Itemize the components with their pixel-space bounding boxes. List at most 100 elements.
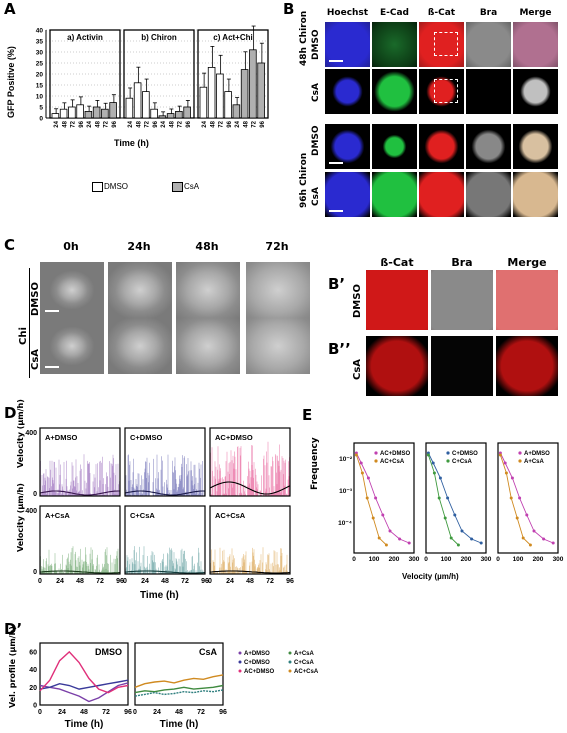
micrograph-b: [513, 124, 558, 169]
x-tick-label: 0: [424, 556, 428, 563]
legend-marker: [288, 669, 292, 673]
y-tick-label: 0: [33, 491, 37, 498]
micrograph-b: [419, 69, 464, 114]
x-tick-label: 72: [266, 578, 274, 585]
b-col-bcat: ß-Cat: [427, 8, 456, 18]
panel-label-b: B: [283, 0, 295, 18]
y-tick-label: 20: [29, 685, 37, 692]
phase-contrast-image: [108, 318, 172, 374]
x-tick-label: 96: [186, 120, 192, 127]
plot-frame: [39, 505, 121, 575]
x-tick-label: 72: [145, 120, 151, 127]
b1-col-bcat: ß-Cat: [380, 256, 414, 269]
scale-bar: [45, 366, 59, 368]
scale-bar: [45, 310, 59, 312]
legend-label: C+CsA: [294, 660, 315, 666]
profile-line: [39, 679, 129, 690]
legend-marker: [518, 459, 522, 463]
bar-csa: [158, 115, 167, 119]
legend-label: A+CsA: [294, 651, 315, 657]
plot-frame: [39, 642, 129, 706]
c-col-24h: 24h: [127, 240, 151, 253]
y-tick-label: 400: [25, 430, 37, 437]
x-tick-label: 0: [38, 709, 42, 716]
scale-bar: [329, 162, 343, 164]
micrograph-b: [372, 69, 417, 114]
x-tick-label: 200: [461, 556, 472, 563]
scale-bar: [329, 60, 343, 62]
x-tick-label: 72: [96, 578, 104, 585]
c-side-chi: Chi: [18, 327, 29, 345]
x-tick-label: 72: [178, 120, 184, 127]
panel-a-ylabel: GFP Positive (%): [6, 46, 16, 118]
phase-contrast-image: [40, 262, 104, 318]
bar-dmso: [125, 97, 134, 119]
b-col-hoechst: Hoechst: [326, 8, 369, 18]
x-tick-label: 48: [95, 120, 101, 127]
phase-contrast-image: [108, 262, 172, 318]
scale-bar: [329, 210, 343, 212]
phase-contrast-image: [176, 262, 240, 318]
legend-label: A+DMSO: [524, 451, 550, 457]
plot-title: A+DMSO: [45, 433, 77, 442]
micrograph-b: [513, 69, 558, 114]
b-row-csa-96: CsA: [311, 187, 321, 206]
b1-row-dmso: DMSO: [352, 284, 363, 318]
plot-frame: [124, 427, 206, 497]
micrograph-b: [513, 22, 558, 67]
y-tick-label: 10⁻⁴: [338, 520, 352, 527]
velocity-trace: [40, 454, 120, 496]
y-tick-label: 0: [39, 116, 43, 123]
plot-frame: [497, 442, 559, 554]
micrograph-b: [325, 69, 370, 114]
legend-label: AC+CsA: [380, 459, 405, 465]
micrograph-b: [466, 22, 511, 67]
b-col-ecad: E-Cad: [379, 8, 409, 18]
legend-marker: [238, 660, 242, 664]
mean-velocity-line: [39, 570, 121, 574]
bar-dmso: [68, 106, 76, 119]
x-tick-label: 96: [227, 120, 233, 127]
x-tick-label: 48: [136, 120, 142, 127]
legend-dmso-label: DMSO: [104, 182, 128, 191]
x-tick-label: 24: [153, 709, 161, 716]
x-tick-label: 24: [226, 578, 234, 585]
x-tick-label: 48: [80, 709, 88, 716]
x-tick-label: 72: [104, 120, 110, 127]
x-tick-label: 0: [123, 578, 127, 585]
x-axis-label: Time (h): [160, 719, 199, 730]
micrograph-b: [372, 124, 417, 169]
frequency-line: [499, 454, 531, 546]
bar-csa: [232, 104, 241, 119]
x-tick-label: 24: [54, 120, 60, 127]
velocity-profile-d1: DMSO 0 24 48 72 96 Time (h) CsA 0 24 48 72 96 Time (h…: [29, 642, 319, 730]
panel-a-xlabel: Time (h): [114, 138, 149, 148]
micrograph-b: [419, 22, 464, 67]
x-tick-label: 96: [112, 120, 118, 127]
x-tick-label: 48: [175, 709, 183, 716]
x-tick-label: 96: [219, 709, 227, 716]
x-tick-label: 96: [79, 120, 85, 127]
x-tick-label: 300: [409, 556, 420, 563]
plot-frame: [39, 427, 121, 497]
data-point: [354, 453, 358, 457]
group-title: a) Activin: [67, 33, 103, 42]
legend-marker: [288, 651, 292, 655]
frequency-line: [427, 454, 459, 546]
y-tick-label: 40: [29, 667, 37, 674]
plot-title: AC+CsA: [215, 511, 246, 520]
y-tick-label: 20: [36, 72, 44, 79]
bar-dmso: [207, 67, 216, 119]
x-tick-label: 24: [128, 120, 134, 127]
legend-label: C+CsA: [452, 459, 473, 465]
plot-title: AC+DMSO: [215, 433, 253, 442]
panel-label-b-prime: B’: [328, 275, 346, 293]
y-tick-label: 15: [36, 83, 44, 90]
micrograph-b: [513, 172, 558, 217]
x-tick-label: 48: [246, 578, 254, 585]
x-tick-label: 200: [533, 556, 544, 563]
y-tick-label: 0: [33, 703, 37, 710]
x-tick-label: 0: [133, 709, 137, 716]
plot-title: C+DMSO: [130, 433, 162, 442]
